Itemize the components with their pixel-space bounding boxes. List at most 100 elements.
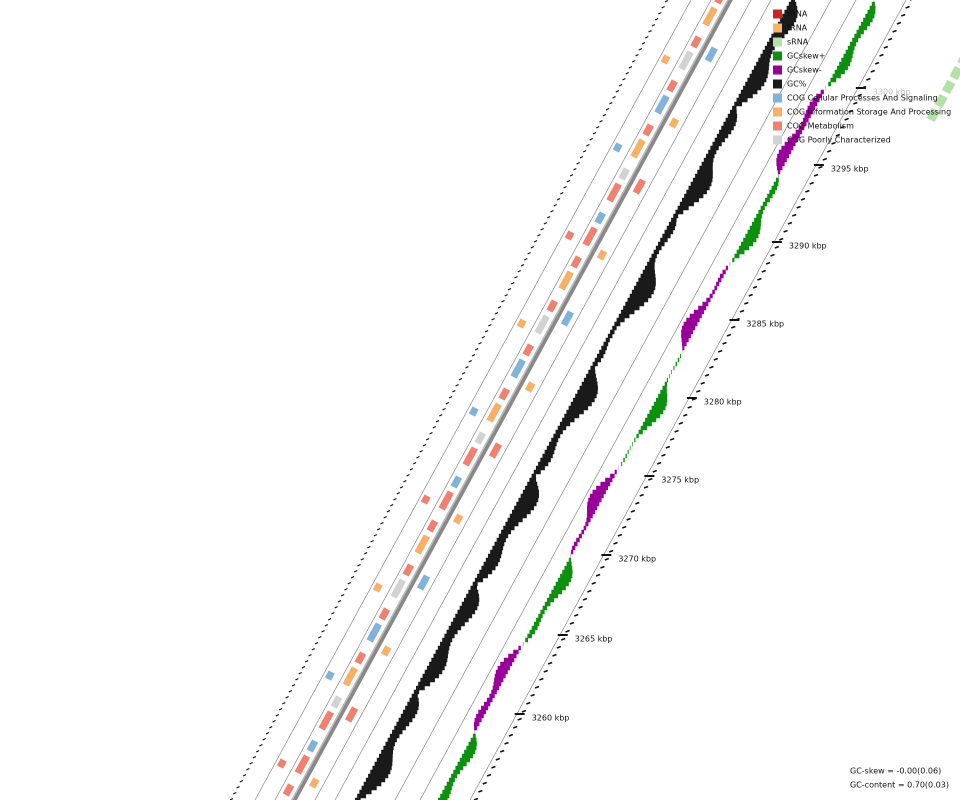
minor-tick xyxy=(252,755,257,759)
gene xyxy=(468,406,479,417)
minor-tick xyxy=(520,263,525,267)
axis-tick xyxy=(635,501,640,505)
legend-swatch xyxy=(773,93,782,103)
axis-tick xyxy=(887,37,893,41)
minor-tick xyxy=(622,77,626,81)
gene xyxy=(630,138,646,159)
minor-tick xyxy=(435,419,440,423)
axis-tick xyxy=(565,629,570,633)
minor-tick xyxy=(347,581,351,585)
axis-tick xyxy=(674,429,679,433)
minor-tick xyxy=(370,539,374,543)
tick-label: 3275 kbp xyxy=(661,476,699,485)
srna xyxy=(926,107,941,123)
minor-tick xyxy=(422,443,427,447)
axis-tick xyxy=(578,605,583,609)
minor-tick xyxy=(478,341,482,345)
gene xyxy=(294,754,311,775)
gene xyxy=(596,249,608,261)
minor-tick xyxy=(484,329,489,333)
axis-tick xyxy=(726,333,732,337)
axis-tick xyxy=(560,637,566,641)
minor-tick xyxy=(363,551,368,555)
legend-label: GCskew+ xyxy=(787,52,825,61)
gene xyxy=(450,475,463,489)
minor-tick xyxy=(308,653,312,657)
tracks: 3260 kbp 3265 kbp 3270 kbp 3275 kbp 3280 kbp… xyxy=(229,0,960,800)
minor-tick xyxy=(510,281,515,285)
legend-label: COG Cellular Processes And Signaling xyxy=(787,94,938,103)
minor-tick xyxy=(396,491,401,495)
minor-tick xyxy=(654,17,659,21)
axis-tick xyxy=(704,373,710,377)
gene xyxy=(330,695,343,709)
axis-tick xyxy=(713,357,719,361)
gene xyxy=(416,574,431,591)
legend-label: tRNA xyxy=(787,24,808,33)
minor-tick xyxy=(288,689,293,693)
axis-tick xyxy=(499,749,505,753)
legend-label: COG Information Storage And Processing xyxy=(787,108,951,117)
minor-tick xyxy=(452,389,456,393)
minor-tick xyxy=(321,629,325,633)
minor-tick xyxy=(357,563,361,567)
legend-swatch xyxy=(773,121,782,131)
gene xyxy=(438,490,454,511)
axis-tick xyxy=(883,45,889,49)
axis-tick xyxy=(683,413,688,417)
gene xyxy=(426,519,439,533)
gene xyxy=(462,446,478,467)
gene xyxy=(342,666,359,687)
axis-tick xyxy=(870,69,876,73)
minor-tick xyxy=(514,275,518,279)
axis-tick xyxy=(639,493,644,497)
gc-skew-pos xyxy=(438,1,876,800)
minor-tick xyxy=(406,473,410,477)
minor-tick xyxy=(638,47,643,51)
axis-tick xyxy=(648,477,653,481)
minor-tick xyxy=(658,11,662,15)
minor-tick xyxy=(533,239,538,243)
axis-tick xyxy=(800,197,806,201)
gene xyxy=(318,710,335,731)
legend-swatch xyxy=(773,9,782,19)
minor-tick xyxy=(455,383,459,387)
legend-label: GCskew- xyxy=(787,66,822,75)
minor-tick xyxy=(468,359,472,363)
gene xyxy=(570,255,583,269)
axis-tick xyxy=(700,381,705,385)
axis-tick xyxy=(874,61,880,65)
minor-tick xyxy=(618,83,623,87)
track-line xyxy=(419,0,857,800)
axis-tick xyxy=(595,573,601,577)
track-line xyxy=(334,0,772,800)
axis-tick xyxy=(739,309,745,313)
tick-label: 3270 kbp xyxy=(618,555,656,564)
gene xyxy=(558,270,574,291)
legend-swatch xyxy=(773,37,782,47)
minor-tick xyxy=(625,71,629,75)
minor-tick xyxy=(291,683,296,687)
minor-tick xyxy=(409,467,414,471)
axis-tick xyxy=(896,21,902,25)
minor-tick xyxy=(524,257,528,261)
axis-tick xyxy=(770,253,775,257)
minor-tick xyxy=(314,641,319,645)
minor-tick xyxy=(376,527,381,531)
legend-swatch xyxy=(773,135,782,145)
track-line xyxy=(469,0,907,800)
minor-tick xyxy=(501,299,505,303)
minor-tick xyxy=(233,791,237,795)
minor-tick xyxy=(367,545,371,549)
minor-tick xyxy=(530,245,535,249)
minor-tick xyxy=(416,455,420,459)
gc-skew-neg xyxy=(473,85,827,735)
gene xyxy=(654,94,670,115)
minor-tick xyxy=(439,413,443,417)
minor-tick xyxy=(334,605,338,609)
minor-tick xyxy=(268,725,273,729)
axis-tick xyxy=(587,589,592,593)
axis-tick xyxy=(892,29,897,33)
minor-tick xyxy=(403,479,407,483)
